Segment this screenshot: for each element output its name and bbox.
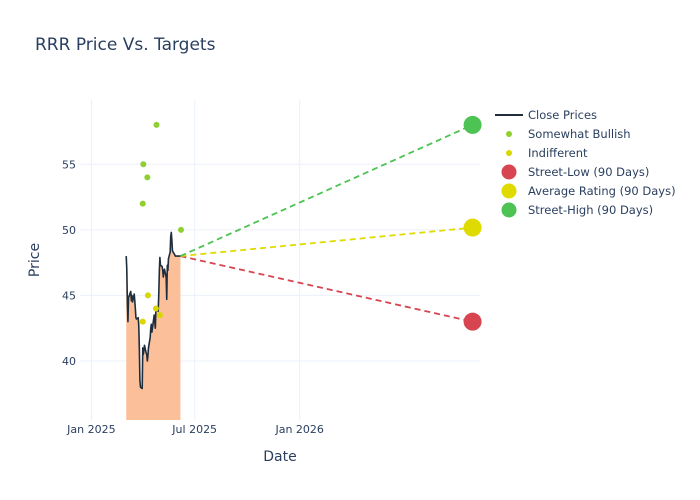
- rating-point-somewhat-bullish: [140, 161, 147, 168]
- legend-item-close-prices[interactable]: Close Prices: [495, 108, 597, 122]
- y-axis-ticks: 40 45 50 55: [62, 158, 76, 368]
- legend-swatch-marker: [501, 183, 517, 199]
- legend[interactable]: Close Prices Somewhat Bullish Indifferent S…: [495, 108, 676, 218]
- rating-point-somewhat-bullish: [177, 226, 184, 233]
- rating-point-indifferent: [152, 305, 159, 312]
- legend-item-street-high[interactable]: Street-High (90 Days): [501, 202, 654, 218]
- target-markers: [463, 115, 482, 331]
- analyst-rating-points: [139, 121, 184, 325]
- legend-label: Somewhat Bullish: [528, 127, 631, 141]
- x-axis-title: Date: [263, 449, 296, 465]
- legend-item-average[interactable]: Average Rating (90 Days): [501, 183, 676, 199]
- target-line-average: [180, 226, 473, 257]
- legend-label: Indifferent: [528, 146, 588, 160]
- rating-point-indifferent: [156, 312, 163, 319]
- rating-point-somewhat-bullish: [139, 200, 146, 207]
- target-marker-street-high: [463, 115, 482, 134]
- close-price-line-group: [125, 231, 181, 390]
- close-price-line: [125, 231, 181, 390]
- rating-point-indifferent: [144, 292, 151, 299]
- rating-point-indifferent: [139, 318, 146, 325]
- legend-label: Street-High (90 Days): [528, 203, 653, 217]
- y-tick-label: 45: [62, 289, 76, 302]
- legend-item-street-low[interactable]: Street-Low (90 Days): [501, 164, 650, 180]
- legend-swatch-marker: [501, 202, 517, 218]
- target-line-street-high: [180, 124, 473, 257]
- legend-swatch-dot: [506, 150, 512, 156]
- x-tick-label: Jan 2025: [66, 423, 115, 436]
- legend-swatch-marker: [501, 164, 517, 180]
- chart-title: RRR Price Vs. Targets: [35, 35, 216, 55]
- rating-point-somewhat-bullish: [153, 121, 160, 128]
- x-axis-ticks: Jan 2025 Jul 2025 Jan 2026: [66, 423, 324, 436]
- legend-label: Close Prices: [528, 108, 597, 122]
- y-tick-label: 40: [62, 355, 76, 368]
- y-tick-label: 55: [62, 158, 76, 171]
- x-tick-label: Jul 2025: [171, 423, 217, 436]
- y-tick-label: 50: [62, 224, 76, 237]
- legend-item-somewhat-bullish[interactable]: Somewhat Bullish: [506, 127, 631, 141]
- target-lines: [180, 124, 473, 323]
- legend-label: Street-Low (90 Days): [528, 165, 649, 179]
- legend-label: Average Rating (90 Days): [528, 184, 676, 198]
- target-marker-average: [463, 218, 482, 237]
- legend-item-indifferent[interactable]: Indifferent: [506, 146, 588, 160]
- x-tick-label: Jan 2026: [274, 423, 323, 436]
- legend-swatch-dot: [506, 131, 512, 137]
- target-marker-street-low: [463, 312, 482, 331]
- rating-point-somewhat-bullish: [144, 174, 151, 181]
- y-axis-title: Price: [27, 243, 43, 277]
